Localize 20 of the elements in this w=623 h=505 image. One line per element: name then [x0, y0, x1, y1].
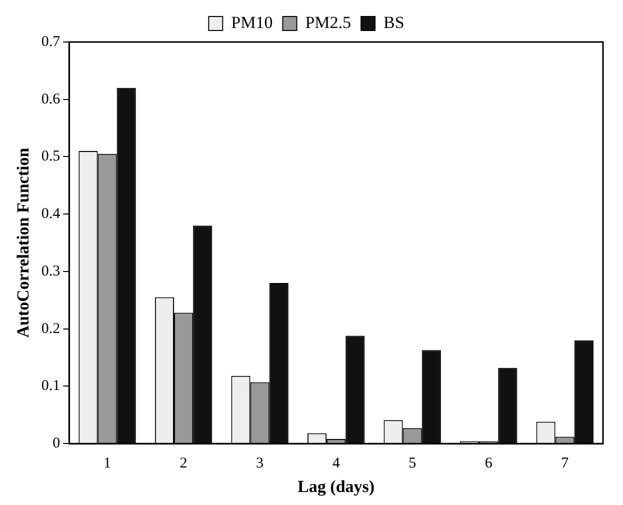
y-tick-label: 0.1: [41, 378, 60, 394]
y-tick-label: 0.2: [41, 320, 60, 337]
x-tick-label: 3: [256, 456, 264, 472]
y-tick-label: 0.7: [41, 34, 61, 50]
x-tick-label: 5: [408, 456, 416, 472]
legend-label: PM2.5: [305, 12, 352, 32]
y-tick-label: 0.5: [41, 148, 60, 165]
x-tick-label: 1: [104, 456, 112, 472]
legend-label: PM10: [231, 12, 273, 32]
x-tick-label: 6: [484, 456, 493, 472]
y-tick-label: 0.6: [41, 91, 61, 108]
y-axis-title: AutoCorrelation Function: [14, 147, 33, 338]
y-tick-label: 0: [52, 436, 60, 452]
y-tick-label: 0.3: [41, 263, 60, 280]
x-tick-label: 7: [561, 456, 570, 472]
y-tick-label: 0.4: [41, 206, 61, 222]
x-tick-label: 4: [332, 456, 340, 472]
legend-label: BS: [384, 12, 404, 32]
x-tick-label: 2: [180, 456, 188, 472]
x-axis-title: Lag (days): [298, 477, 375, 496]
